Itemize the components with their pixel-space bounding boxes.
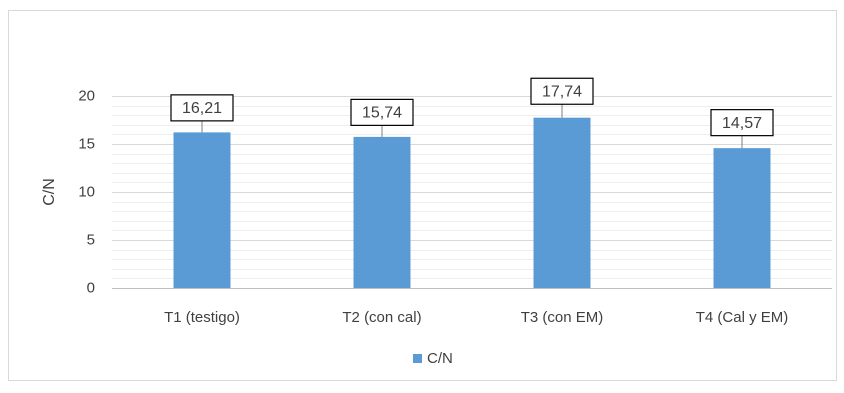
data-label: 16,21 bbox=[182, 100, 222, 117]
error-bars bbox=[201, 104, 743, 149]
y-axis-title: C/N bbox=[41, 178, 58, 206]
x-tick-label: T1 (testigo) bbox=[164, 309, 240, 326]
chart-border bbox=[8, 10, 837, 381]
data-label-box bbox=[350, 98, 414, 126]
gridlines bbox=[112, 96, 832, 279]
data-label-box bbox=[170, 94, 234, 122]
x-tick-label: T3 (con EM) bbox=[521, 309, 604, 326]
data-labels: 16,21 15,74 17,74 14,57 bbox=[170, 77, 774, 137]
x-tick-label: T4 (Cal y EM) bbox=[696, 309, 789, 326]
data-label: 15,74 bbox=[362, 105, 402, 122]
bar bbox=[173, 132, 231, 288]
data-label-box bbox=[710, 109, 774, 137]
data-label-box bbox=[530, 77, 594, 105]
y-tick-label: 10 bbox=[78, 183, 95, 200]
axes: 0 5 10 15 20 T1 (testigo) T2 (con cal) T3 (con … bbox=[78, 87, 832, 326]
x-tick-label: T2 (con cal) bbox=[342, 309, 421, 326]
bar bbox=[353, 136, 411, 288]
y-tick-label: 0 bbox=[87, 279, 95, 296]
legend-swatch bbox=[413, 354, 422, 363]
legend-label: C/N bbox=[427, 350, 453, 367]
legend: C/N bbox=[413, 350, 453, 367]
bars bbox=[173, 117, 771, 288]
y-tick-label: 5 bbox=[87, 231, 95, 248]
y-tick-label: 15 bbox=[78, 135, 95, 152]
bar bbox=[713, 148, 771, 288]
y-tick-label: 20 bbox=[78, 87, 95, 104]
data-label: 17,74 bbox=[542, 83, 582, 100]
bar bbox=[533, 117, 591, 288]
data-label: 14,57 bbox=[722, 115, 762, 132]
